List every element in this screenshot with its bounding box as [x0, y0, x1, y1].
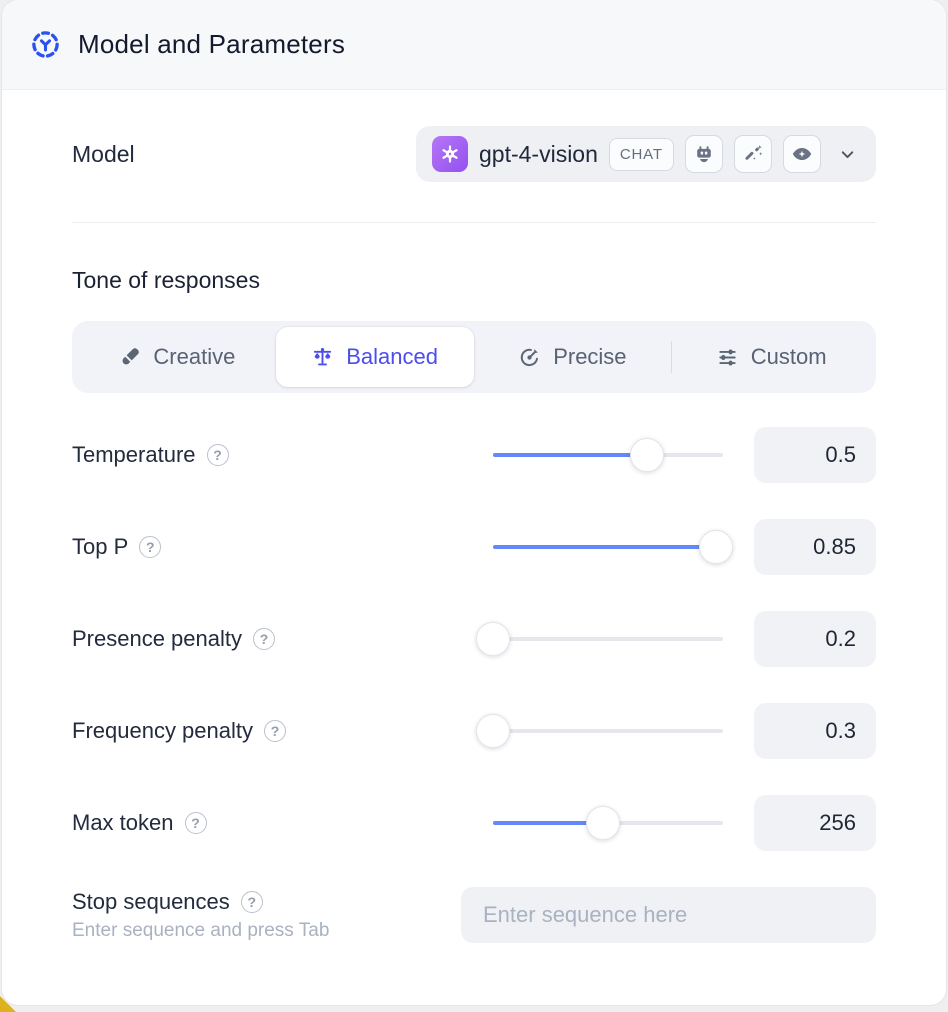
- presence-penalty-slider[interactable]: [476, 621, 723, 657]
- parameter-label: Frequency penalty ?: [72, 718, 286, 744]
- parameter-label: Top P ?: [72, 534, 162, 560]
- magic-wand-icon: [733, 135, 772, 173]
- sliders-icon: [716, 346, 739, 369]
- selected-model-name: gpt-4-vision: [479, 140, 598, 167]
- frequency-penalty-value[interactable]: 0.3: [754, 703, 876, 759]
- tone-segmented-control: Creative Balanced: [72, 321, 876, 393]
- stop-sequences-row: Stop sequences ? Enter sequence and pres…: [72, 887, 876, 943]
- help-icon[interactable]: ?: [184, 812, 207, 834]
- stop-sequence-input[interactable]: [461, 887, 876, 943]
- parameter-row-temperature: Temperature ? 0.5: [72, 427, 876, 483]
- tone-option-label: Balanced: [346, 344, 438, 369]
- slider-fill: [493, 545, 717, 549]
- section-divider: [72, 222, 876, 223]
- help-icon[interactable]: ?: [240, 890, 263, 913]
- panel-header: Model and Parameters: [2, 0, 946, 90]
- help-icon[interactable]: ?: [253, 628, 275, 650]
- paintbrush-icon: [118, 346, 141, 369]
- temperature-value[interactable]: 0.5: [754, 427, 876, 483]
- slider-thumb[interactable]: [476, 622, 510, 656]
- slider-thumb[interactable]: [586, 806, 621, 840]
- parameter-row-top-p: Top P ? 0.85: [72, 519, 876, 575]
- slider-fill: [493, 453, 648, 457]
- tone-option-precise[interactable]: Precise: [474, 327, 672, 387]
- chevron-down-icon[interactable]: [838, 145, 857, 164]
- parameter-label: Presence penalty ?: [72, 626, 275, 652]
- slider-track[interactable]: [493, 637, 723, 641]
- parameter-label: Max token ?: [72, 810, 207, 836]
- stop-sequences-label: Stop sequences ?: [72, 889, 329, 915]
- stop-sequences-hint: Enter sequence and press Tab: [72, 919, 330, 941]
- parameter-label: Temperature ?: [72, 442, 229, 468]
- model-hub-icon: [30, 29, 61, 60]
- tone-option-label: Creative: [153, 344, 236, 369]
- parameter-row-max-token: Max token ? 256: [72, 795, 876, 851]
- temperature-slider[interactable]: [493, 437, 723, 473]
- presence-penalty-value[interactable]: 0.2: [754, 611, 876, 667]
- slider-fill: [493, 821, 604, 825]
- balance-scale-icon: [311, 346, 334, 369]
- tone-option-label: Precise: [553, 344, 627, 369]
- tone-option-custom[interactable]: Custom: [672, 327, 870, 387]
- parameter-row-frequency-penalty: Frequency penalty ? 0.3: [72, 703, 876, 759]
- openai-logo: [432, 136, 468, 172]
- frequency-penalty-slider[interactable]: [476, 713, 723, 749]
- help-icon[interactable]: ?: [139, 536, 162, 558]
- top-p-value[interactable]: 0.85: [754, 519, 876, 575]
- parameter-row-presence-penalty: Presence penalty ? 0.2: [72, 611, 876, 667]
- robot-icon: [684, 135, 723, 173]
- tone-option-creative[interactable]: Creative: [78, 327, 276, 387]
- segment-divider: [671, 341, 673, 373]
- model-select[interactable]: gpt-4-vision CHAT: [416, 126, 876, 182]
- tone-option-label: Custom: [750, 344, 827, 369]
- tone-option-balanced[interactable]: Balanced: [275, 327, 474, 387]
- max-token-slider[interactable]: [493, 805, 723, 841]
- target-icon: [518, 346, 541, 369]
- help-icon[interactable]: ?: [206, 444, 229, 466]
- model-label: Model: [72, 140, 135, 167]
- slider-thumb[interactable]: [699, 530, 734, 564]
- vision-eye-icon: [782, 135, 821, 173]
- model-type-badge: CHAT: [608, 137, 674, 171]
- page-title: Model and Parameters: [78, 29, 346, 59]
- slider-track[interactable]: [493, 729, 723, 733]
- help-icon[interactable]: ?: [264, 720, 286, 742]
- slider-thumb[interactable]: [476, 714, 510, 748]
- slider-thumb[interactable]: [630, 438, 665, 472]
- tone-heading: Tone of responses: [72, 267, 260, 293]
- max-token-value[interactable]: 256: [754, 795, 876, 851]
- top-p-slider[interactable]: [493, 529, 734, 565]
